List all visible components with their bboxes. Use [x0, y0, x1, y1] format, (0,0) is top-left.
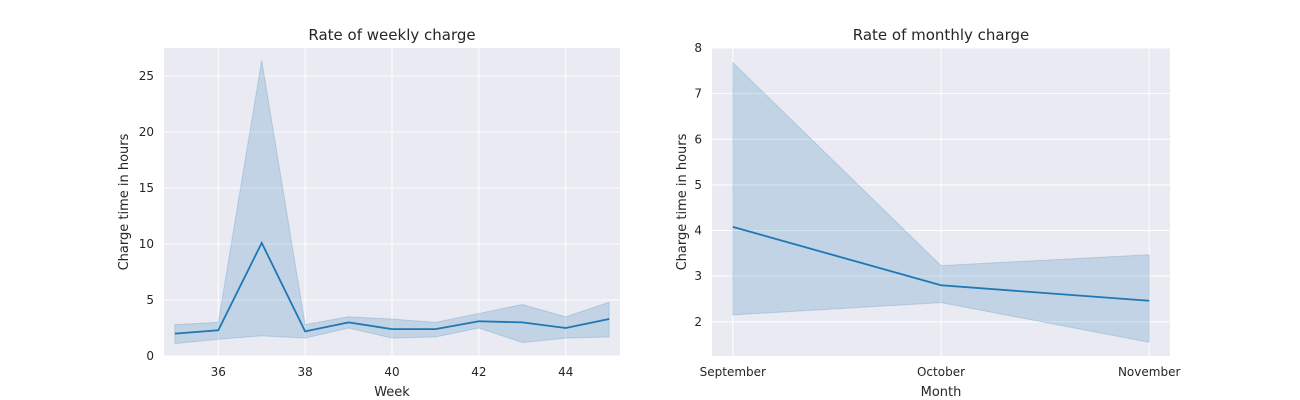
monthly-y-tick-label: 8 — [694, 41, 702, 55]
weekly-x-tick-label: 36 — [211, 365, 226, 379]
weekly-mean-line — [174, 240, 610, 335]
monthly-series-line — [732, 226, 1150, 302]
weekly-chart: 36 38 40 42 44 0 5 10 15 20 25 Rate of weekly cha… — [117, 26, 620, 400]
weekly-y-tick-label: 0 — [146, 349, 154, 363]
weekly-x-tick-label: 40 — [384, 365, 399, 379]
monthly-y-tick-label: 4 — [694, 224, 702, 238]
weekly-x-tick-labels: 36 38 40 42 44 — [211, 365, 574, 379]
weekly-gridlines — [164, 48, 620, 357]
monthly-gridlines — [712, 47, 1170, 356]
monthly-mean-line — [732, 226, 1150, 302]
monthly-y-tick-label: 2 — [694, 315, 702, 329]
weekly-y-tick-labels: 0 5 10 15 20 25 — [139, 69, 154, 363]
weekly-y-tick-label: 25 — [139, 69, 154, 83]
monthly-y-tick-label: 6 — [694, 132, 702, 146]
weekly-confidence-band — [174, 60, 610, 345]
monthly-x-tick-label: November — [1118, 365, 1180, 379]
monthly-chart-title: Rate of monthly charge — [853, 26, 1029, 44]
weekly-series-line — [174, 240, 610, 335]
weekly-y-tick-label: 20 — [139, 125, 154, 139]
monthly-x-tick-label: October — [917, 365, 965, 379]
weekly-x-tick-label: 38 — [298, 365, 313, 379]
monthly-x-tick-labels: September October November — [700, 365, 1181, 379]
weekly-y-tick-label: 15 — [139, 181, 154, 195]
monthly-ci-band — [732, 61, 1150, 343]
weekly-x-tick-label: 44 — [558, 365, 573, 379]
monthly-x-axis-label: Month — [921, 385, 962, 400]
weekly-y-tick-label: 5 — [146, 293, 154, 307]
monthly-y-tick-label: 3 — [694, 269, 702, 283]
weekly-x-tick-label: 42 — [471, 365, 486, 379]
weekly-ci-band — [174, 60, 610, 345]
monthly-y-tick-label: 5 — [694, 178, 702, 192]
weekly-x-axis-label: Week — [374, 385, 410, 400]
monthly-chart: September October November 2 3 4 5 6 7 8 Rate of… — [675, 26, 1180, 400]
monthly-confidence-band — [732, 61, 1150, 343]
monthly-x-tick-label: September — [700, 365, 766, 379]
monthly-y-axis-label: Charge time in hours — [675, 133, 690, 270]
monthly-y-tick-labels: 2 3 4 5 6 7 8 — [694, 41, 702, 329]
weekly-chart-title: Rate of weekly charge — [308, 26, 475, 44]
weekly-y-axis-label: Charge time in hours — [117, 133, 132, 270]
weekly-y-tick-label: 10 — [139, 237, 154, 251]
monthly-y-tick-label: 7 — [694, 87, 702, 101]
